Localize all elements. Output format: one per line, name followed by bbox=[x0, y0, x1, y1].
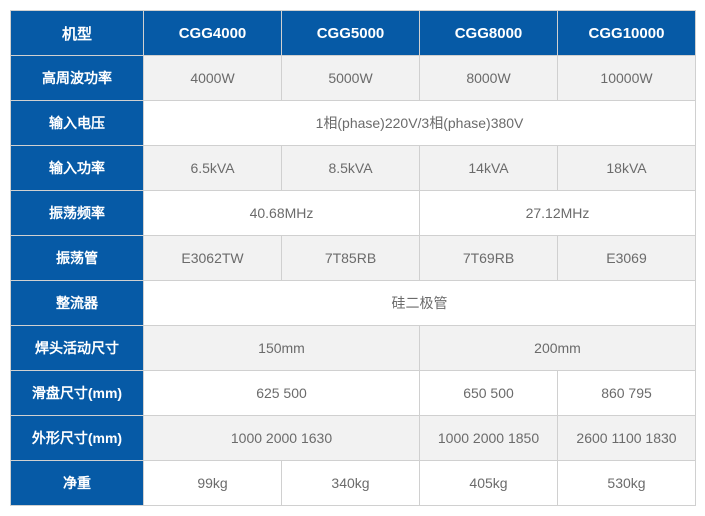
header-col-0: CGG4000 bbox=[144, 11, 282, 56]
row-6-cell-0: 150mm bbox=[144, 326, 420, 371]
row-label-2: 输入功率 bbox=[11, 146, 144, 191]
row-label-9: 净重 bbox=[11, 461, 144, 506]
row-9-cell-2: 405kg bbox=[420, 461, 558, 506]
row-4-cell-0: E3062TW bbox=[144, 236, 282, 281]
row-0-cell-2: 8000W bbox=[420, 56, 558, 101]
spec-table: 机型CGG4000CGG5000CGG8000CGG10000高周波功率4000… bbox=[10, 10, 696, 506]
row-0-cell-3: 10000W bbox=[558, 56, 696, 101]
table-row: 整流器硅二极管 bbox=[11, 281, 696, 326]
table-row: 振荡频率40.68MHz27.12MHz bbox=[11, 191, 696, 236]
row-8-cell-0: 1000 2000 1630 bbox=[144, 416, 420, 461]
row-2-cell-2: 14kVA bbox=[420, 146, 558, 191]
header-label: 机型 bbox=[11, 11, 144, 56]
row-1-cell-0: 1相(phase)220V/3相(phase)380V bbox=[144, 101, 696, 146]
row-4-cell-3: E3069 bbox=[558, 236, 696, 281]
row-4-cell-1: 7T85RB bbox=[282, 236, 420, 281]
row-5-cell-0: 硅二极管 bbox=[144, 281, 696, 326]
row-9-cell-3: 530kg bbox=[558, 461, 696, 506]
row-label-3: 振荡频率 bbox=[11, 191, 144, 236]
table-row: 振荡管E3062TW7T85RB7T69RBE3069 bbox=[11, 236, 696, 281]
row-2-cell-0: 6.5kVA bbox=[144, 146, 282, 191]
header-col-3: CGG10000 bbox=[558, 11, 696, 56]
row-7-cell-0: 625 500 bbox=[144, 371, 420, 416]
row-label-8: 外形尺寸(mm) bbox=[11, 416, 144, 461]
table-row: 滑盘尺寸(mm)625 500650 500860 795 bbox=[11, 371, 696, 416]
row-8-cell-1: 1000 2000 1850 bbox=[420, 416, 558, 461]
row-label-4: 振荡管 bbox=[11, 236, 144, 281]
table-row: 焊头活动尺寸150mm200mm bbox=[11, 326, 696, 371]
row-3-cell-0: 40.68MHz bbox=[144, 191, 420, 236]
spec-table-body: 机型CGG4000CGG5000CGG8000CGG10000高周波功率4000… bbox=[11, 11, 696, 506]
table-row: 外形尺寸(mm)1000 2000 16301000 2000 18502600… bbox=[11, 416, 696, 461]
row-label-1: 输入电压 bbox=[11, 101, 144, 146]
row-0-cell-1: 5000W bbox=[282, 56, 420, 101]
row-label-0: 高周波功率 bbox=[11, 56, 144, 101]
table-row: 净重99kg340kg405kg530kg bbox=[11, 461, 696, 506]
header-row: 机型CGG4000CGG5000CGG8000CGG10000 bbox=[11, 11, 696, 56]
row-4-cell-2: 7T69RB bbox=[420, 236, 558, 281]
row-7-cell-1: 650 500 bbox=[420, 371, 558, 416]
row-7-cell-2: 860 795 bbox=[558, 371, 696, 416]
header-col-2: CGG8000 bbox=[420, 11, 558, 56]
row-9-cell-0: 99kg bbox=[144, 461, 282, 506]
row-label-6: 焊头活动尺寸 bbox=[11, 326, 144, 371]
row-label-5: 整流器 bbox=[11, 281, 144, 326]
table-row: 输入电压1相(phase)220V/3相(phase)380V bbox=[11, 101, 696, 146]
row-6-cell-1: 200mm bbox=[420, 326, 696, 371]
row-8-cell-2: 2600 1100 1830 bbox=[558, 416, 696, 461]
row-3-cell-1: 27.12MHz bbox=[420, 191, 696, 236]
table-row: 高周波功率4000W5000W8000W10000W bbox=[11, 56, 696, 101]
row-2-cell-3: 18kVA bbox=[558, 146, 696, 191]
row-9-cell-1: 340kg bbox=[282, 461, 420, 506]
row-label-7: 滑盘尺寸(mm) bbox=[11, 371, 144, 416]
row-0-cell-0: 4000W bbox=[144, 56, 282, 101]
table-row: 输入功率6.5kVA8.5kVA14kVA18kVA bbox=[11, 146, 696, 191]
row-2-cell-1: 8.5kVA bbox=[282, 146, 420, 191]
header-col-1: CGG5000 bbox=[282, 11, 420, 56]
